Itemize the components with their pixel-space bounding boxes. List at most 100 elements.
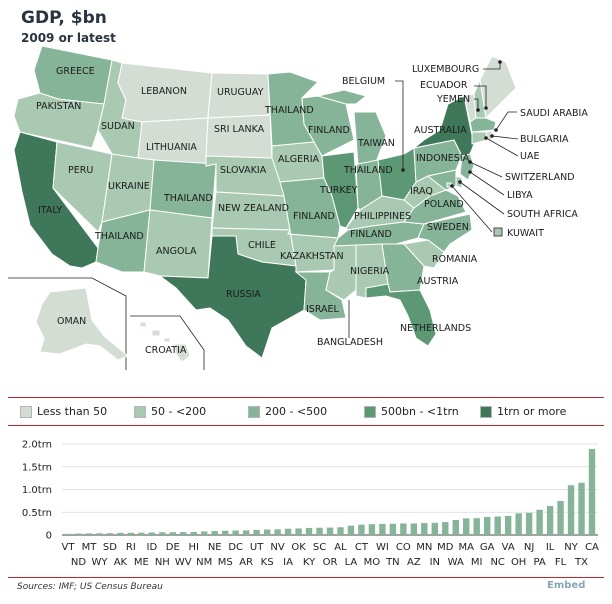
state-NE[interactable] (205, 155, 285, 197)
hawaii-inset-frame (130, 315, 205, 370)
bar-IA (284, 528, 292, 535)
x-tick-label: KS (261, 557, 274, 568)
y-tick-label: 1.5trn (22, 462, 52, 473)
label-OR: PAKISTAN (36, 101, 81, 112)
state-CO[interactable] (149, 159, 217, 219)
bar-LA (347, 525, 355, 535)
x-tick-label: NC (490, 557, 504, 568)
legend-swatch (480, 405, 492, 418)
bar-MI (473, 518, 480, 535)
label-IL: TURKEY (319, 185, 358, 196)
x-tick-label: AL (334, 542, 347, 553)
bar-NV (274, 529, 281, 535)
label-OK: CHILE (248, 240, 276, 251)
legend-item: 50 - <200 (134, 405, 206, 418)
legend-item: 500bn - <1trn (364, 405, 459, 418)
x-tick-label: ID (147, 542, 158, 553)
x-tick-label: IN (430, 557, 440, 568)
callout-labels: BELGIUM LUXEMBOURG ECUADOR YEMEN SAUDI A… (317, 64, 588, 348)
callout-yemen: YEMEN (436, 94, 470, 105)
page-title: GDP, $bn (21, 8, 107, 28)
bar-NE (211, 531, 218, 535)
label-NY: AUSTRALIA (414, 125, 467, 136)
legend-item: 200 - <500 (248, 405, 327, 418)
label-WI: FINLAND (308, 125, 350, 136)
state-TX[interactable] (158, 235, 307, 359)
state-SC[interactable] (403, 239, 445, 269)
bar-OH (515, 513, 522, 535)
bar-AK (117, 532, 124, 535)
legend-swatch (248, 405, 260, 418)
bar-DC (232, 530, 239, 535)
bar-IL (546, 506, 554, 535)
x-tick-label: MD (437, 542, 454, 553)
sources-note: Sources: IMF; US Census Bureau (17, 582, 163, 592)
x-tick-label: KY (303, 557, 316, 568)
callout-bangladesh: BANGLADESH (317, 337, 383, 348)
legend-label: 50 - <200 (151, 405, 207, 418)
x-tick-label: NM (196, 557, 212, 568)
x-tick-label: DC (228, 542, 243, 553)
y-tick-label: 2.0trn (22, 440, 52, 451)
bar-ID (148, 532, 156, 535)
bar-TN (389, 523, 397, 535)
x-tick-label: WY (91, 557, 108, 568)
state-MA[interactable] (469, 117, 497, 133)
chart-bars (64, 448, 596, 535)
callout-dots (401, 60, 502, 188)
bar-ND (75, 533, 82, 535)
bar-DE (169, 532, 176, 535)
state-CT[interactable] (471, 131, 488, 145)
label-IA: ALGERIA (278, 154, 320, 165)
bar-FL (557, 501, 564, 535)
x-tick-label: AK (114, 557, 128, 568)
legend-top-rule (8, 397, 604, 398)
bar-GA (484, 516, 491, 535)
y-tick-label: 1.0trn (22, 485, 52, 496)
label-VA: POLAND (424, 199, 464, 210)
footer-rule (8, 577, 604, 578)
x-tick-label: SD (103, 542, 117, 553)
bar-AZ (410, 523, 418, 535)
label-MI: TAIWAN (357, 138, 395, 149)
x-tick-label: VT (62, 542, 76, 553)
label-FL: NETHERLANDS (400, 323, 471, 334)
state-FL[interactable] (365, 283, 437, 347)
label-NM: ANGOLA (156, 246, 197, 257)
legend-swatch (364, 405, 376, 418)
bar-WY (96, 533, 103, 535)
callouts (348, 62, 519, 338)
legend-label: 500bn - <1trn (381, 405, 459, 418)
label-ND: URUGUAY (217, 87, 264, 98)
bar-ME (138, 532, 145, 535)
x-tick-label: UT (250, 542, 264, 553)
label-MN: THAILAND (264, 105, 314, 116)
state-NC[interactable] (417, 213, 473, 253)
bar-TX (578, 482, 585, 535)
bar-MD (442, 522, 449, 535)
label-SC: ROMANIA (432, 254, 478, 265)
state-NM[interactable] (143, 209, 213, 279)
label-TN: FINLAND (350, 229, 392, 240)
x-tick-label: OR (323, 557, 338, 568)
chart-top-rule (8, 425, 604, 426)
x-tick-label: SC (313, 542, 326, 553)
bar-HI (190, 531, 197, 535)
bar-MN (421, 523, 428, 535)
state-NY[interactable] (413, 95, 475, 157)
x-tick-label: NE (208, 542, 222, 553)
x-tick-label: OH (511, 557, 526, 568)
label-UT: UKRAINE (108, 181, 150, 192)
embed-link[interactable]: Embed (547, 580, 586, 591)
label-HI: CROATIA (145, 345, 187, 356)
x-tick-label: AZ (407, 557, 421, 568)
state-IL[interactable] (321, 151, 359, 229)
state-SD[interactable] (205, 114, 273, 159)
chart-x-axis: VT ND MT WY SD AK RI ME ID NH DE WV HI NM NE MS DC AR UT KS… (62, 542, 600, 568)
x-tick-label: ME (134, 557, 149, 568)
label-CO: THAILAND (163, 193, 213, 204)
state-HI[interactable] (139, 321, 191, 363)
legend-label: Less than 50 (37, 405, 108, 418)
label-ID: SUDAN (101, 121, 135, 132)
state-AK[interactable] (35, 287, 129, 361)
